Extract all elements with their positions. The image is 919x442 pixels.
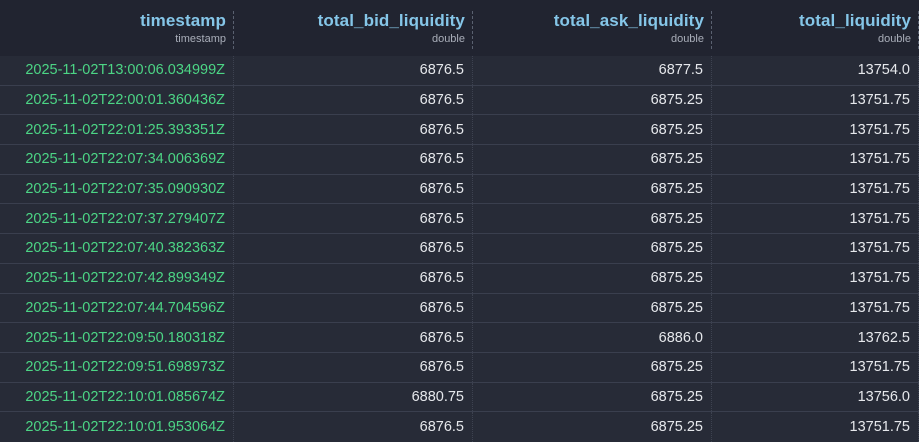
cell-timestamp[interactable]: 2025-11-02T22:07:40.382363Z (0, 234, 234, 263)
cell-total-liquidity[interactable]: 13751.75 (712, 293, 919, 323)
cell-total-bid-liquidity[interactable]: 6876.5 (234, 145, 473, 174)
cell-timestamp[interactable]: 2025-11-02T22:07:35.090930Z (0, 174, 234, 204)
cell-total-ask-liquidity[interactable]: 6886.0 (473, 323, 712, 352)
cell-total-liquidity[interactable]: 13751.75 (712, 234, 919, 263)
table-row: 2025-11-02T22:00:01.360436Z 6876.5 6875.… (0, 85, 919, 116)
cell-total-liquidity[interactable]: 13754.0 (712, 56, 919, 85)
column-type: double (670, 32, 704, 45)
column-name: total_liquidity (799, 11, 911, 31)
cell-total-bid-liquidity[interactable]: 6876.5 (234, 115, 473, 145)
cell-total-bid-liquidity[interactable]: 6876.5 (234, 293, 473, 323)
table-row: 2025-11-02T13:00:06.034999Z 6876.5 6877.… (0, 56, 919, 86)
column-name: total_ask_liquidity (553, 11, 704, 31)
table-row: 2025-11-02T22:07:34.006369Z 6876.5 6875.… (0, 145, 919, 175)
cell-total-ask-liquidity[interactable]: 6875.25 (473, 412, 712, 442)
cell-total-liquidity[interactable]: 13751.75 (712, 85, 919, 115)
cell-total-liquidity[interactable]: 13762.5 (712, 323, 919, 352)
column-name: total_bid_liquidity (317, 11, 465, 31)
cell-total-ask-liquidity[interactable]: 6875.25 (473, 352, 712, 382)
cell-total-bid-liquidity[interactable]: 6880.75 (234, 382, 473, 412)
cell-total-ask-liquidity[interactable]: 6875.25 (473, 145, 712, 174)
column-header[interactable]: timestamp timestamp (0, 0, 234, 56)
table-row: 2025-11-02T22:10:01.085674Z 6880.75 6875… (0, 382, 919, 413)
table-row: 2025-11-02T22:07:35.090930Z 6876.5 6875.… (0, 174, 919, 205)
column-header[interactable]: total_ask_liquidity double (473, 0, 712, 56)
cell-timestamp[interactable]: 2025-11-02T22:07:34.006369Z (0, 145, 234, 174)
cell-total-ask-liquidity[interactable]: 6877.5 (473, 56, 712, 85)
table-row: 2025-11-02T22:07:42.899349Z 6876.5 6875.… (0, 263, 919, 294)
cell-timestamp[interactable]: 2025-11-02T22:09:50.180318Z (0, 323, 234, 352)
column-name: timestamp (140, 11, 226, 31)
cell-total-bid-liquidity[interactable]: 6876.5 (234, 85, 473, 115)
table-row: 2025-11-02T22:07:37.279407Z 6876.5 6875.… (0, 204, 919, 235)
cell-total-bid-liquidity[interactable]: 6876.5 (234, 56, 473, 85)
table-row: 2025-11-02T22:07:40.382363Z 6876.5 6875.… (0, 234, 919, 264)
table-row: 2025-11-02T22:07:44.704596Z 6876.5 6875.… (0, 293, 919, 324)
column-header[interactable]: total_bid_liquidity double (234, 0, 473, 56)
cell-total-bid-liquidity[interactable]: 6876.5 (234, 234, 473, 263)
table-row: 2025-11-02T22:09:51.698973Z 6876.5 6875.… (0, 352, 919, 383)
cell-total-liquidity[interactable]: 13751.75 (712, 174, 919, 204)
cell-total-ask-liquidity[interactable]: 6875.25 (473, 174, 712, 204)
cell-total-bid-liquidity[interactable]: 6876.5 (234, 204, 473, 234)
cell-total-bid-liquidity[interactable]: 6876.5 (234, 263, 473, 293)
cell-timestamp[interactable]: 2025-11-02T22:07:37.279407Z (0, 204, 234, 234)
cell-total-ask-liquidity[interactable]: 6875.25 (473, 115, 712, 145)
cell-total-liquidity[interactable]: 13751.75 (712, 352, 919, 382)
cell-timestamp[interactable]: 2025-11-02T22:09:51.698973Z (0, 352, 234, 382)
cell-total-ask-liquidity[interactable]: 6875.25 (473, 382, 712, 412)
cell-total-liquidity[interactable]: 13751.75 (712, 263, 919, 293)
column-type: double (431, 32, 465, 45)
table-header-row: timestamp timestamp total_bid_liquidity … (0, 0, 919, 56)
cell-total-ask-liquidity[interactable]: 6875.25 (473, 263, 712, 293)
cell-total-ask-liquidity[interactable]: 6875.25 (473, 204, 712, 234)
cell-timestamp[interactable]: 2025-11-02T22:10:01.085674Z (0, 382, 234, 412)
cell-timestamp[interactable]: 2025-11-02T22:10:01.953064Z (0, 412, 234, 442)
cell-total-liquidity[interactable]: 13751.75 (712, 204, 919, 234)
cell-total-liquidity[interactable]: 13751.75 (712, 145, 919, 174)
cell-total-bid-liquidity[interactable]: 6876.5 (234, 412, 473, 442)
cell-total-bid-liquidity[interactable]: 6876.5 (234, 174, 473, 204)
cell-timestamp[interactable]: 2025-11-02T22:01:25.393351Z (0, 115, 234, 145)
column-type: double (877, 32, 911, 45)
table-body: 2025-11-02T13:00:06.034999Z 6876.5 6877.… (0, 56, 919, 442)
cell-total-ask-liquidity[interactable]: 6875.25 (473, 85, 712, 115)
cell-total-bid-liquidity[interactable]: 6876.5 (234, 323, 473, 352)
cell-total-liquidity[interactable]: 13756.0 (712, 382, 919, 412)
column-header[interactable]: total_liquidity double (712, 0, 919, 56)
cell-total-bid-liquidity[interactable]: 6876.5 (234, 352, 473, 382)
table-row: 2025-11-02T22:10:01.953064Z 6876.5 6875.… (0, 412, 919, 442)
column-type: timestamp (175, 32, 226, 45)
cell-timestamp[interactable]: 2025-11-02T22:07:42.899349Z (0, 263, 234, 293)
cell-total-liquidity[interactable]: 13751.75 (712, 412, 919, 442)
table-row: 2025-11-02T22:09:50.180318Z 6876.5 6886.… (0, 323, 919, 353)
cell-total-ask-liquidity[interactable]: 6875.25 (473, 234, 712, 263)
cell-timestamp[interactable]: 2025-11-02T13:00:06.034999Z (0, 56, 234, 85)
cell-total-ask-liquidity[interactable]: 6875.25 (473, 293, 712, 323)
cell-timestamp[interactable]: 2025-11-02T22:00:01.360436Z (0, 85, 234, 115)
table-row: 2025-11-02T22:01:25.393351Z 6876.5 6875.… (0, 115, 919, 146)
cell-timestamp[interactable]: 2025-11-02T22:07:44.704596Z (0, 293, 234, 323)
cell-total-liquidity[interactable]: 13751.75 (712, 115, 919, 145)
